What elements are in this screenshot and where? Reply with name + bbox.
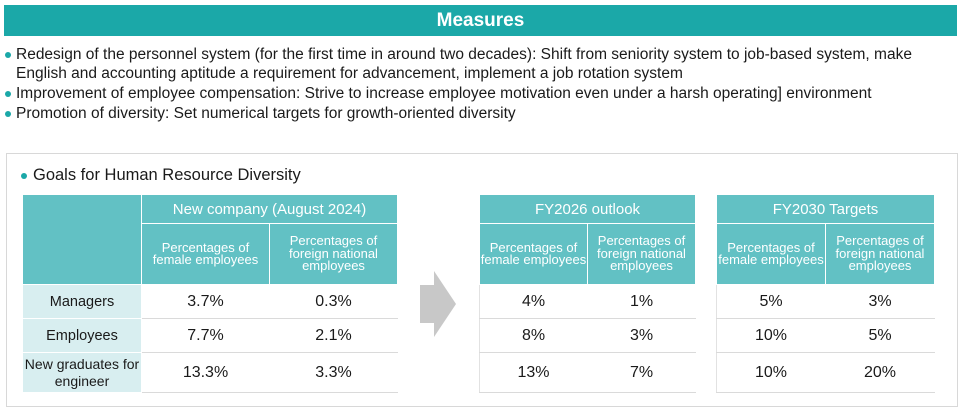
table-cell: 13.3% <box>141 352 270 393</box>
header-title: Measures <box>436 10 525 31</box>
table-corner <box>22 194 142 285</box>
goals-panel: Goals for Human Resource Diversity New c… <box>6 153 958 407</box>
table-heading: FY2030 Targets <box>716 194 935 224</box>
list-item: Promotion of diversity: Set numerical ta… <box>4 104 954 123</box>
table-cell: 3.3% <box>269 352 398 393</box>
table-cell: 5% <box>825 318 935 353</box>
measures-list: Redesign of the personnel system (for th… <box>4 45 954 124</box>
goals-title-text: Goals for Human Resource Diversity <box>33 166 301 184</box>
table-cell: 3.7% <box>141 284 270 319</box>
table-cell: 2.1% <box>269 318 398 353</box>
table-cell: 10% <box>716 318 826 353</box>
column-header-foreign: Percentages of foreign national employee… <box>825 223 935 285</box>
list-item: Improvement of employee compensation: St… <box>4 84 954 103</box>
row-label-employees: Employees <box>22 318 142 353</box>
table-heading: New company (August 2024) <box>141 194 398 224</box>
bullet-text: Improvement of employee compensation: St… <box>16 85 872 102</box>
goals-title: Goals for Human Resource Diversity <box>21 166 301 185</box>
table-cell: 13% <box>479 352 588 393</box>
table-cell: 3% <box>586 318 697 353</box>
right-arrow-icon <box>420 271 456 337</box>
table-fy2026: FY2026 outlook Percentages of female emp… <box>478 194 697 393</box>
column-header-foreign: Percentages of foreign national employee… <box>586 223 697 285</box>
bullet-dot-icon <box>5 91 11 97</box>
bullet-dot-icon <box>5 111 11 117</box>
column-header-female: Percentages of female employees <box>141 223 270 285</box>
table-cell: 3% <box>825 284 935 319</box>
table-cell: 10% <box>716 352 826 393</box>
column-header-foreign: Percentages of foreign national employee… <box>269 223 398 285</box>
bullet-dot-icon <box>5 52 11 58</box>
table-new-company: New company (August 2024) Percentages of… <box>22 194 398 393</box>
table-heading: FY2026 outlook <box>478 194 697 224</box>
row-label-new-graduates: New graduates for engineer <box>22 352 142 393</box>
column-header-female: Percentages of female employees <box>479 223 588 285</box>
table-fy2030: FY2030 Targets Percentages of female emp… <box>716 194 935 393</box>
table-cell: 7.7% <box>141 318 270 353</box>
table-cell: 1% <box>586 284 697 319</box>
table-cell: 7% <box>586 352 697 393</box>
list-item: Redesign of the personnel system (for th… <box>4 45 954 83</box>
section-header: Measures <box>4 5 957 36</box>
bullet-dot-icon <box>21 173 27 179</box>
table-cell: 0.3% <box>269 284 398 319</box>
column-header-female: Percentages of female employees <box>716 223 826 285</box>
table-cell: 20% <box>825 352 935 393</box>
table-cell: 4% <box>479 284 588 319</box>
table-cell: 5% <box>716 284 826 319</box>
bullet-text: Redesign of the personnel system (for th… <box>16 46 912 82</box>
bullet-text: Promotion of diversity: Set numerical ta… <box>16 105 516 122</box>
row-label-managers: Managers <box>22 284 142 319</box>
table-cell: 8% <box>479 318 588 353</box>
